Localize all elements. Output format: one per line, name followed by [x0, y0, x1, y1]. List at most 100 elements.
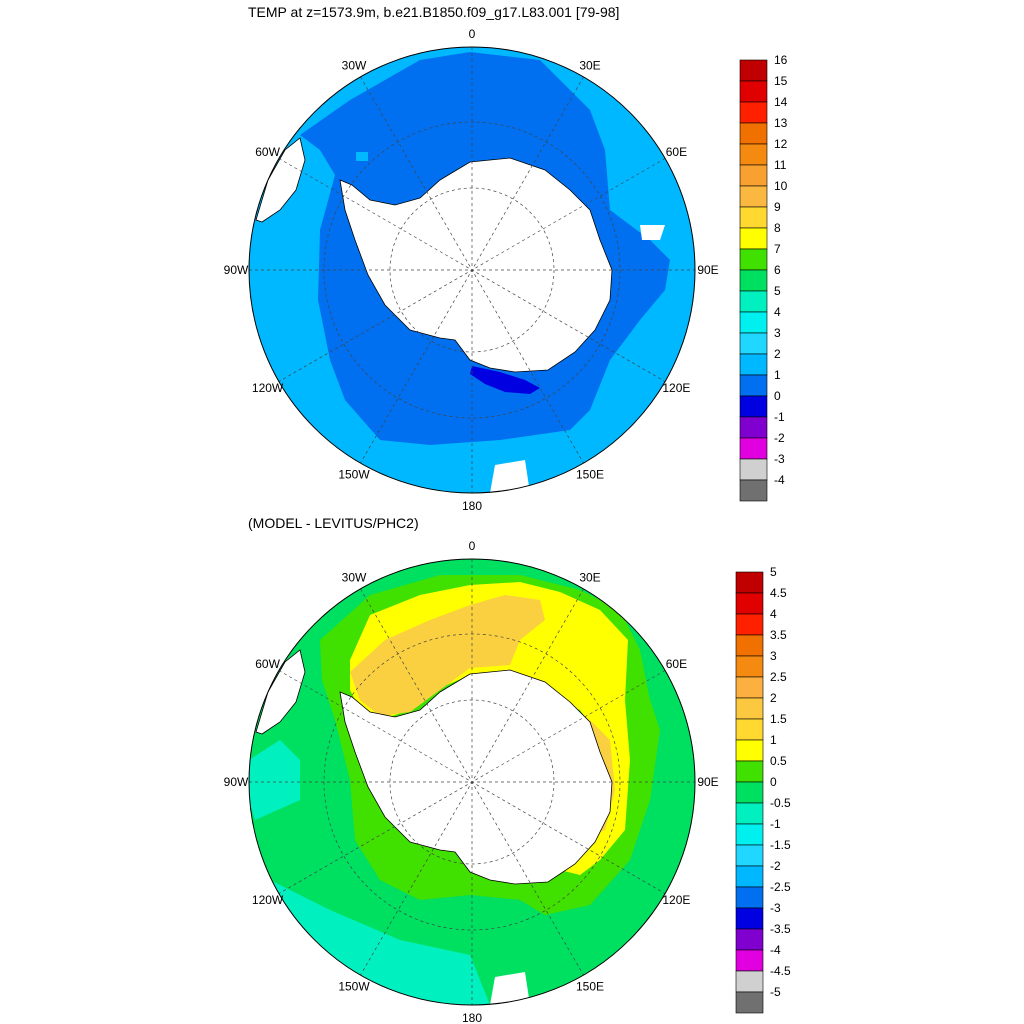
colorbar-tick-label: -3.5 [770, 922, 791, 936]
colorbar-swatch [739, 437, 768, 460]
longitude-label: 120W [252, 381, 284, 395]
longitude-label: 90W [224, 263, 249, 277]
colorbar-swatch [735, 970, 764, 993]
antarctica-landmask [339, 157, 613, 373]
colorbar-swatch [739, 290, 768, 313]
colorbar-tick-label: 0.5 [770, 754, 787, 768]
colorbar-swatch [739, 122, 768, 145]
longitude-label: 60W [255, 657, 280, 671]
colorbar-tick-label: 0 [774, 389, 781, 403]
colorbar-swatch [739, 227, 768, 250]
colorbar-swatch [739, 185, 768, 208]
colorbar-swatch [735, 634, 764, 657]
colorbar-tick-label: -3 [770, 901, 781, 915]
top-longitude-labels: 0 30E 60E 90E 120E 150E 180 150W 120W 90W 60W 30W [224, 27, 719, 513]
longitude-label: 120E [662, 381, 690, 395]
colorbar-swatch [739, 353, 768, 376]
longitude-label: 180 [462, 1011, 482, 1024]
colorbar-swatch [735, 592, 764, 615]
longitude-label: 30E [579, 59, 600, 73]
colorbar-swatch [735, 718, 764, 741]
colorbar-swatch [735, 949, 764, 972]
bottom-longitude-labels: 0 30E 60E 90E 120E 150E 180 150W 120W 90W 60W 30W [224, 539, 719, 1024]
longitude-label: 30W [342, 59, 367, 73]
bottom-colorbar: 5 4.5 4 3.5 3 2.5 2 1.5 1 0.5 0 -0.5 -1 -1.5 -2 -2.5 -3 -… [735, 565, 791, 1014]
colorbar-swatch [735, 865, 764, 888]
colorbar-swatch [739, 479, 768, 502]
top-field-0to1 [470, 366, 540, 394]
top-map-border [248, 46, 696, 494]
longitude-label: 60E [666, 657, 687, 671]
colorbar-tick-label: 2.5 [770, 670, 787, 684]
colorbar-swatch [735, 697, 764, 720]
colorbar-tick-label: 16 [774, 53, 788, 67]
colorbar-swatch [735, 991, 764, 1014]
colorbar-tick-label: 6 [774, 263, 781, 277]
colorbar-tick-label: 10 [774, 179, 788, 193]
colorbar-tick-label: -3 [774, 452, 785, 466]
antarctica-landmask [339, 669, 613, 885]
colorbar-swatch [739, 143, 768, 166]
colorbar-swatch [739, 416, 768, 439]
colorbar-tick-label: -2 [774, 431, 785, 445]
top-speckle [356, 152, 368, 161]
colorbar-tick-label: -1 [770, 817, 781, 831]
colorbar-tick-label: 3.5 [770, 628, 787, 642]
colorbar-tick-label: 4 [770, 607, 777, 621]
colorbar-swatch [739, 80, 768, 103]
longitude-label: 120W [252, 893, 284, 907]
longitude-label: 150W [338, 979, 370, 993]
longitude-label: 30E [579, 571, 600, 585]
longitude-label: 60W [255, 145, 280, 159]
colorbar-tick-label: 3 [774, 326, 781, 340]
colorbar-swatch [739, 101, 768, 124]
colorbar-tick-label: 12 [774, 137, 788, 151]
bottom-landmass-150e [490, 972, 530, 1005]
colorbar-swatch [735, 844, 764, 867]
south-america-tip [255, 649, 306, 735]
longitude-label: 90E [697, 263, 718, 277]
colorbar-tick-label: 3 [770, 649, 777, 663]
colorbar-swatch [735, 676, 764, 699]
colorbar-tick-label: -4 [770, 943, 781, 957]
colorbar-swatch [739, 248, 768, 271]
top-graticule [249, 47, 695, 493]
colorbar-tick-label: 13 [774, 116, 788, 130]
longitude-label: 150W [338, 467, 370, 481]
colorbar-tick-label: -1 [774, 410, 785, 424]
bottom-field-neg-west [249, 740, 300, 820]
colorbar-tick-label: 14 [774, 95, 788, 109]
longitude-label: 90W [224, 775, 249, 789]
colorbar-tick-label: 11 [774, 158, 787, 172]
longitude-label: 150E [576, 467, 604, 481]
colorbar-tick-label: -1.5 [770, 838, 791, 852]
bottom-graticule [249, 559, 695, 1005]
bottom-field-15to2 [350, 595, 545, 716]
longitude-label: 30W [342, 571, 367, 585]
top-map-title: TEMP at z=1573.9m, b.e21.B1850.f09_g17.L… [248, 4, 620, 20]
colorbar-swatch [735, 886, 764, 909]
colorbar-tick-label: -4 [774, 473, 785, 487]
colorbar-tick-label: 5 [770, 565, 777, 579]
longitude-label: 0 [469, 27, 476, 41]
longitude-label: 60E [666, 145, 687, 159]
colorbar-tick-label: 9 [774, 200, 781, 214]
colorbar-tick-label: -5 [770, 985, 781, 999]
colorbar-swatch [735, 739, 764, 762]
top-island-30e [640, 225, 665, 240]
colorbar-tick-label: -0.5 [770, 796, 791, 810]
colorbar-swatch [735, 928, 764, 951]
colorbar-tick-label: 1 [774, 368, 781, 382]
colorbar-swatch [739, 395, 768, 418]
colorbar-tick-label: 1.5 [770, 712, 787, 726]
colorbar-tick-label: 2 [774, 347, 781, 361]
colorbar-swatch [735, 907, 764, 930]
south-america-tip [255, 137, 306, 223]
bottom-map-border [248, 558, 696, 1006]
colorbar-tick-label: 15 [774, 74, 788, 88]
colorbar-tick-label: 8 [774, 221, 781, 235]
colorbar-swatch [735, 781, 764, 804]
longitude-label: 150E [576, 979, 604, 993]
